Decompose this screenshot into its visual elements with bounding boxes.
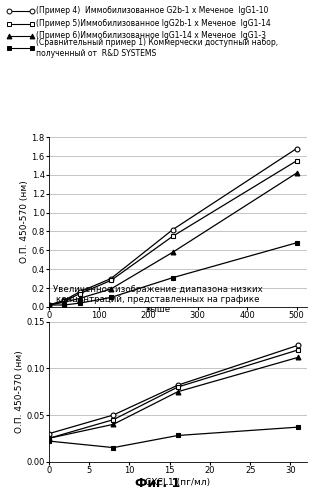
Y-axis label: О.П. 450-570 (нм): О.П. 450-570 (нм) xyxy=(15,350,24,433)
Text: Увеличенное изображение диапазона низких
концентраций, представленных на графике: Увеличенное изображение диапазона низких… xyxy=(53,284,263,314)
Text: Фиг. 1: Фиг. 1 xyxy=(135,477,181,490)
Text: (Сравнительный пример 1) Коммерчески доступный набор,
полученный от  R&D SYSTEMS: (Сравнительный пример 1) Коммерчески дос… xyxy=(36,38,278,57)
Y-axis label: О.П. 450-570 (нм): О.П. 450-570 (нм) xyxy=(20,181,29,263)
X-axis label: CXCL1 (пг/мл): CXCL1 (пг/мл) xyxy=(145,478,210,487)
Text: (Пример 5)Иммобилизованное IgG2b-1 х Меченое  IgG1-14: (Пример 5)Иммобилизованное IgG2b-1 х Меч… xyxy=(36,19,271,28)
Text: (Пример 4)  Иммобилизованное G2b-1 х Меченое  IgG1-10: (Пример 4) Иммобилизованное G2b-1 х Мече… xyxy=(36,6,269,15)
X-axis label: CXCL1 (пг/мл): CXCL1 (пг/мл) xyxy=(145,323,210,332)
Text: (Пример 6)Иммобилизованное IgG1-14 х Меченое  IgG1-3: (Пример 6)Иммобилизованное IgG1-14 х Меч… xyxy=(36,31,266,40)
